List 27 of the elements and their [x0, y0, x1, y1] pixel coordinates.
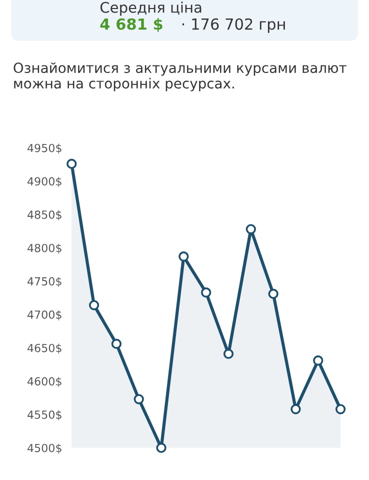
point: [313, 355, 324, 366]
y-tick-label: 4850$: [27, 210, 62, 220]
point: [335, 404, 346, 414]
y-tick-label: 4550$: [27, 410, 62, 420]
y-tick-label: 4650$: [27, 344, 62, 354]
point: [268, 288, 278, 299]
text: Ознайомитися з актуальними курсами валют можна на сторонніх ресурсах.: [14, 62, 346, 92]
point: [290, 404, 301, 414]
chart-title: Середня ціна: [100, 2, 202, 16]
text: 4 681 $: [100, 18, 162, 32]
y-tick-label: 4600$: [27, 376, 62, 388]
point: [134, 394, 144, 404]
y-tick-label: 4950$: [27, 144, 62, 154]
y-tick-label: 4800$: [27, 244, 62, 254]
point: [66, 158, 77, 169]
point: [88, 300, 100, 310]
point: [156, 442, 166, 453]
point: [201, 287, 212, 298]
point: [223, 348, 234, 359]
point: [246, 224, 256, 234]
y-tick-label: 4700$: [27, 310, 62, 320]
y-tick-label: 4750$: [27, 276, 62, 288]
point: [111, 338, 122, 349]
y-tick-label: 4500$: [27, 444, 62, 454]
text: · 176 702 грн: [182, 18, 285, 33]
point: [178, 251, 189, 262]
y-tick-label: 4900$: [27, 176, 62, 188]
